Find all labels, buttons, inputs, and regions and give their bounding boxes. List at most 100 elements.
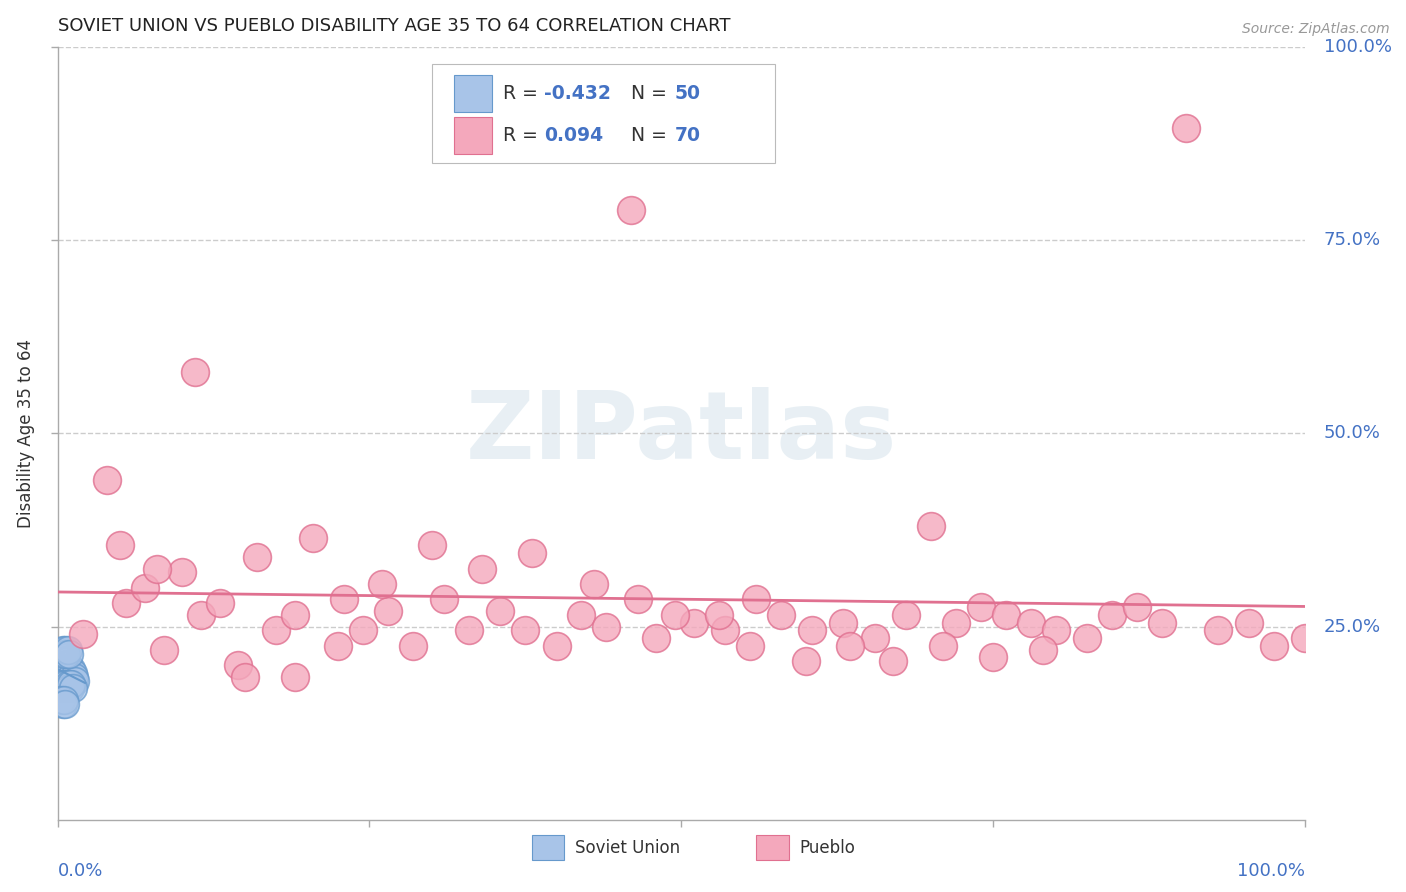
Point xyxy=(53,665,76,680)
Point xyxy=(53,658,76,673)
Point xyxy=(52,647,75,661)
Point xyxy=(52,677,75,691)
Point xyxy=(115,596,138,610)
Point xyxy=(1076,631,1098,645)
Point xyxy=(620,202,643,217)
Point xyxy=(59,673,82,688)
Point xyxy=(945,615,967,630)
FancyBboxPatch shape xyxy=(756,835,789,861)
Point xyxy=(352,624,374,638)
Point xyxy=(59,665,82,680)
Point xyxy=(1237,615,1260,630)
Point xyxy=(932,639,955,653)
Point xyxy=(714,624,737,638)
Point xyxy=(62,670,84,684)
Point xyxy=(682,615,704,630)
Point xyxy=(146,561,169,575)
Point xyxy=(1175,121,1198,136)
Point xyxy=(53,673,76,688)
Point xyxy=(60,670,83,684)
Point xyxy=(402,639,425,653)
Point xyxy=(58,677,80,691)
Point xyxy=(515,624,537,638)
Text: SOVIET UNION VS PUEBLO DISABILITY AGE 35 TO 64 CORRELATION CHART: SOVIET UNION VS PUEBLO DISABILITY AGE 35… xyxy=(58,17,730,35)
Point xyxy=(49,665,72,680)
Point xyxy=(72,627,94,641)
Point xyxy=(1294,631,1316,645)
Point xyxy=(56,681,79,696)
Point xyxy=(63,673,86,688)
Point xyxy=(52,681,75,696)
Text: N =: N = xyxy=(631,84,673,103)
Point xyxy=(328,639,350,653)
Point xyxy=(190,607,212,622)
Point xyxy=(59,681,82,696)
Point xyxy=(62,665,84,680)
Point xyxy=(55,654,77,668)
Point xyxy=(832,615,855,630)
Point xyxy=(801,624,824,638)
Point xyxy=(184,365,207,379)
Point xyxy=(152,642,174,657)
Point xyxy=(56,665,79,680)
FancyBboxPatch shape xyxy=(454,117,492,154)
Point xyxy=(546,639,568,653)
Point xyxy=(969,600,991,615)
Point xyxy=(52,693,75,707)
Point xyxy=(233,670,256,684)
Text: Pueblo: Pueblo xyxy=(800,838,856,856)
Point xyxy=(284,607,307,622)
Point xyxy=(62,681,84,696)
Point xyxy=(882,654,904,668)
Point xyxy=(377,604,399,618)
Point xyxy=(994,607,1017,622)
Point xyxy=(595,619,617,633)
Point xyxy=(52,654,75,668)
Point xyxy=(246,549,269,564)
Point xyxy=(51,693,73,707)
Point xyxy=(53,650,76,665)
Point xyxy=(52,647,75,661)
Point xyxy=(52,662,75,676)
Point xyxy=(56,673,79,688)
Point xyxy=(894,607,917,622)
Point xyxy=(838,639,860,653)
Point xyxy=(520,546,543,560)
Point xyxy=(489,604,512,618)
Point xyxy=(627,592,650,607)
FancyBboxPatch shape xyxy=(454,75,492,112)
Point xyxy=(52,642,75,657)
Point xyxy=(172,566,194,580)
Point xyxy=(55,647,77,661)
Text: 50: 50 xyxy=(675,84,702,103)
Point xyxy=(53,697,76,711)
Text: ZIPatlas: ZIPatlas xyxy=(465,387,897,479)
Point xyxy=(51,658,73,673)
Text: 25.0%: 25.0% xyxy=(1323,617,1381,635)
Point xyxy=(62,673,84,688)
Point xyxy=(738,639,761,653)
Point xyxy=(52,670,75,684)
Point xyxy=(571,607,593,622)
Point xyxy=(108,538,131,552)
Point xyxy=(55,662,77,676)
Point xyxy=(582,577,605,591)
Point xyxy=(458,624,481,638)
Point xyxy=(56,658,79,673)
Point xyxy=(1263,639,1285,653)
Point xyxy=(134,581,156,595)
Text: Soviet Union: Soviet Union xyxy=(575,838,681,856)
FancyBboxPatch shape xyxy=(432,64,775,163)
Point xyxy=(51,650,73,665)
Text: -0.432: -0.432 xyxy=(544,84,612,103)
Point xyxy=(1019,615,1042,630)
Point xyxy=(1032,642,1054,657)
Point xyxy=(58,647,80,661)
Point xyxy=(55,677,77,691)
Point xyxy=(333,592,356,607)
Point xyxy=(981,650,1004,665)
Point xyxy=(794,654,817,668)
Point xyxy=(284,670,307,684)
Point xyxy=(371,577,394,591)
Text: 100.0%: 100.0% xyxy=(1323,38,1392,56)
